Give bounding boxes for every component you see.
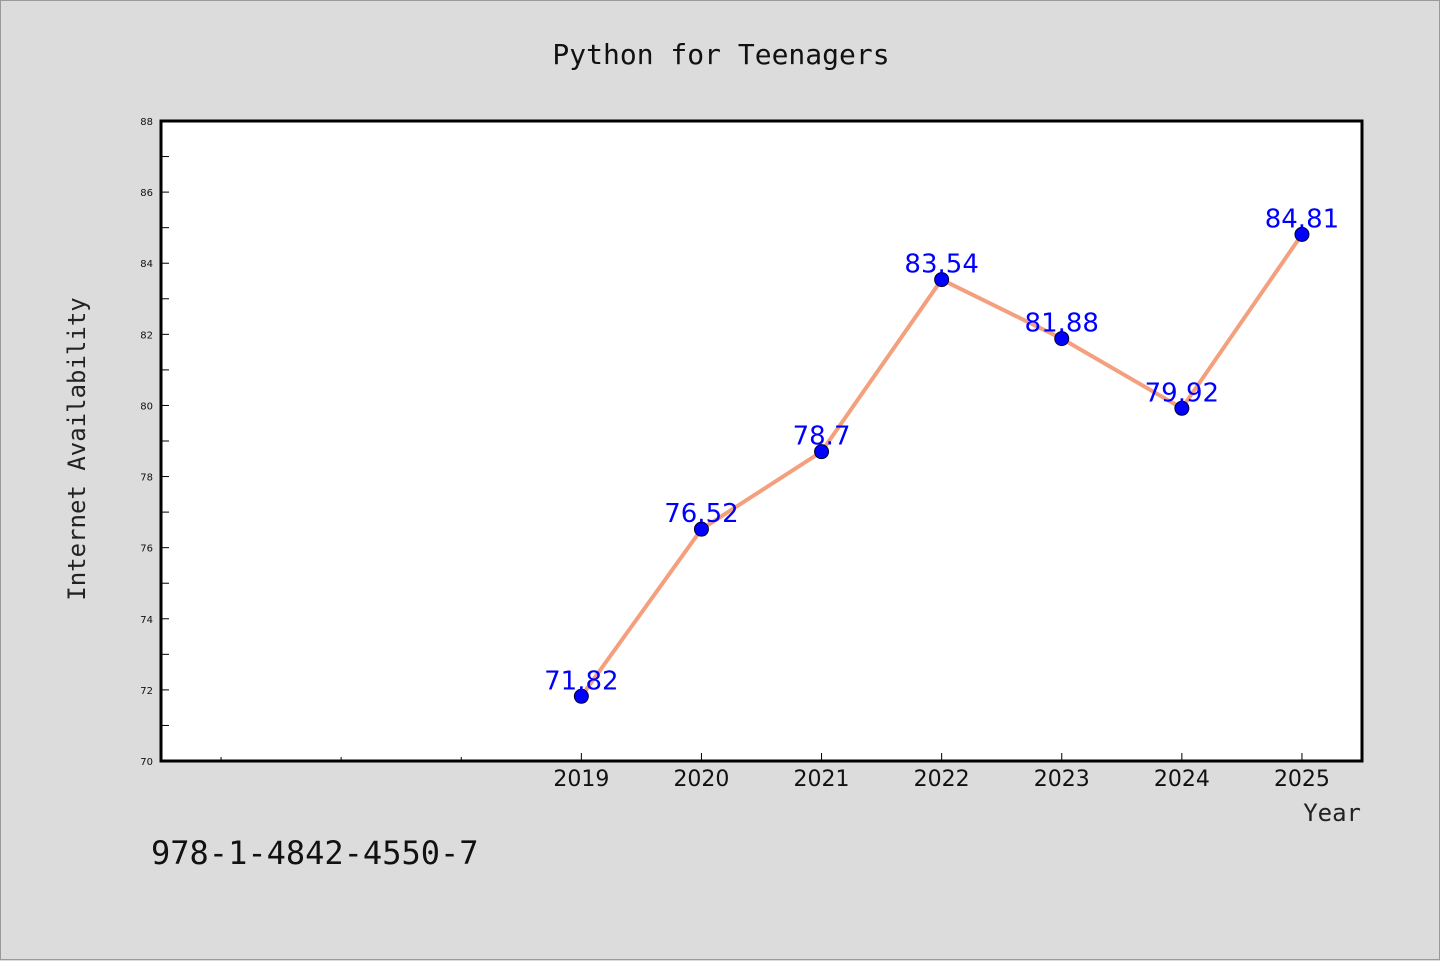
y-tick-label: 74 [140,615,153,626]
data-label: 84.81 [1265,204,1339,234]
data-labels: 71.82 76.52 78.7 83.54 81.88 79.92 84.81 [544,204,1339,696]
data-point [1174,400,1190,416]
data-point [573,688,589,704]
data-point [1054,331,1070,347]
y-tick-label: 70 [140,757,153,768]
y-tick-label: 78 [140,473,153,484]
x-tick-label: 2021 [794,767,850,792]
y-axis-label: Internet Availability [63,297,91,600]
data-label: 78.7 [793,422,851,452]
data-label: 79.92 [1145,378,1219,408]
data-point [1294,226,1310,242]
y-tick-label: 84 [140,259,153,270]
y-axis: 70 72 74 76 78 80 82 84 86 88 [140,117,169,768]
data-label: 81.88 [1025,309,1099,339]
y-tick-label: 76 [140,544,153,555]
y-tick-label: 80 [140,401,153,412]
x-axis-label: Year [1303,799,1361,827]
y-tick-label: 72 [140,686,153,697]
x-tick-label: 2020 [673,767,729,792]
y-tick-label: 86 [140,188,153,199]
x-tick-label: 2024 [1154,767,1210,792]
y-tick-label: 82 [140,330,153,341]
isbn-text: 978-1-4842-4550-7 [151,834,479,872]
x-tick-label: 2019 [553,767,609,792]
x-tick-label: 2023 [1034,767,1090,792]
data-label: 76.52 [664,499,738,529]
data-point [934,272,950,288]
y-tick-label: 88 [140,117,153,128]
chart-title: Python for Teenagers [552,38,889,71]
data-point [814,444,830,460]
x-tick-label: 2025 [1274,767,1330,792]
data-label: 71.82 [544,666,618,696]
series-group [573,226,1310,704]
data-point [693,521,709,537]
x-axis: 2019 2020 2021 2022 2023 2024 2025 [220,753,1330,792]
plot-area [159,119,1364,763]
x-tick-label: 2022 [914,767,970,792]
data-label: 83.54 [904,250,978,280]
